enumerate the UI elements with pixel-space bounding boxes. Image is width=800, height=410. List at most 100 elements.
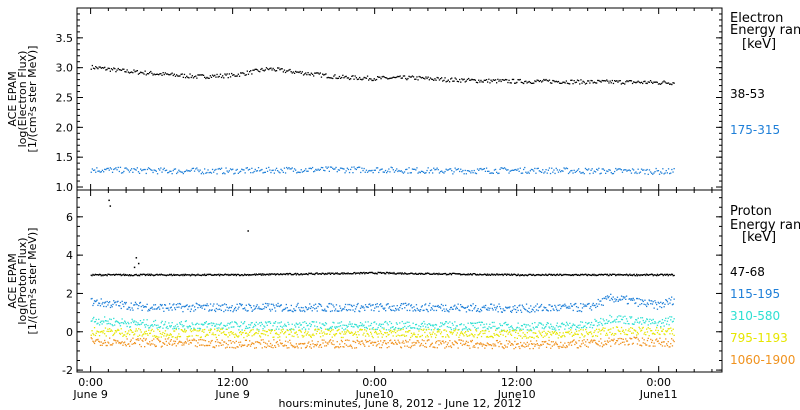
proton-data-point xyxy=(169,274,172,276)
proton-data-point xyxy=(153,304,155,306)
electron-data-point xyxy=(525,171,527,173)
proton-data-point xyxy=(93,334,95,336)
proton-data-point xyxy=(533,337,535,339)
proton-data-point xyxy=(631,316,633,318)
proton-data-point xyxy=(265,273,267,275)
proton-data-point xyxy=(610,274,613,276)
proton-data-point xyxy=(419,328,421,330)
proton-data-point xyxy=(565,331,568,334)
proton-data-point xyxy=(559,273,561,275)
proton-data-point xyxy=(535,326,537,328)
proton-data-point xyxy=(411,272,413,274)
proton-data-point xyxy=(475,330,478,332)
proton-data-point xyxy=(301,274,303,276)
proton-data-point xyxy=(214,334,217,336)
proton-data-point xyxy=(647,274,649,276)
proton-data-point xyxy=(530,343,533,345)
proton-data-point xyxy=(420,272,423,275)
proton-data-point xyxy=(252,326,254,329)
proton-data-point xyxy=(669,346,671,348)
proton-data-point xyxy=(463,324,465,326)
proton-data-point xyxy=(337,346,339,348)
proton-data-point xyxy=(228,327,230,329)
proton-data-point xyxy=(303,335,305,337)
electron-data-point xyxy=(653,81,655,83)
electron-data-point xyxy=(354,168,356,170)
proton-data-point xyxy=(559,304,561,306)
proton-data-point xyxy=(258,341,260,344)
proton-data-point xyxy=(430,273,433,275)
proton-legend-title-line: Energy range xyxy=(730,218,800,233)
proton-data-point xyxy=(655,339,657,341)
proton-data-point xyxy=(446,326,448,328)
proton-data-point xyxy=(246,310,248,312)
proton-data-point xyxy=(163,335,165,337)
electron-legend-title-line: [keV] xyxy=(742,37,776,52)
proton-data-point xyxy=(105,274,107,276)
electron-data-point xyxy=(346,167,348,169)
electron-data-point xyxy=(398,169,400,172)
proton-data-point xyxy=(450,332,452,334)
proton-data-point xyxy=(444,347,446,349)
proton-data-point xyxy=(504,273,506,275)
proton-data-point xyxy=(171,274,173,277)
proton-data-point xyxy=(114,274,117,276)
proton-data-point xyxy=(562,332,564,334)
electron-data-point xyxy=(211,168,214,171)
proton-data-point xyxy=(235,309,237,312)
electron-data-point xyxy=(470,79,472,81)
electron-data-point xyxy=(172,169,174,172)
proton-data-point xyxy=(596,335,599,337)
proton-data-point xyxy=(605,334,607,336)
proton-data-point xyxy=(604,323,606,325)
proton-data-point xyxy=(534,345,536,347)
electron-data-point xyxy=(133,168,135,170)
proton-data-point xyxy=(329,339,332,341)
proton-data-point xyxy=(178,328,180,330)
proton-data-point xyxy=(609,314,611,317)
proton-data-point xyxy=(254,324,257,327)
proton-data-point xyxy=(529,325,531,327)
proton-data-point xyxy=(193,310,195,312)
electron-data-point xyxy=(257,167,260,169)
proton-data-point xyxy=(611,299,614,301)
proton-data-point xyxy=(612,327,614,329)
proton-data-point xyxy=(611,273,614,275)
proton-data-point xyxy=(594,304,596,306)
proton-data-point xyxy=(514,305,516,307)
proton-data-point xyxy=(179,303,182,305)
proton-data-point xyxy=(490,335,492,338)
proton-data-point xyxy=(606,273,609,275)
proton-data-point xyxy=(550,310,552,312)
proton-data-point xyxy=(597,331,599,333)
proton-data-point xyxy=(324,324,326,327)
proton-data-point xyxy=(613,338,615,340)
proton-data-point xyxy=(595,342,597,344)
electron-data-point xyxy=(447,169,449,171)
electron-data-point xyxy=(136,167,138,169)
proton-data-point xyxy=(116,329,118,332)
proton-data-point xyxy=(173,340,175,342)
proton-data-point xyxy=(626,303,629,305)
proton-data-point xyxy=(325,333,328,335)
electron-data-point xyxy=(336,77,338,80)
electron-data-point xyxy=(272,67,274,70)
proton-data-point xyxy=(442,336,444,338)
proton-data-point xyxy=(162,274,164,276)
proton-data-point xyxy=(398,309,400,311)
proton-data-point xyxy=(139,320,142,322)
proton-data-point xyxy=(417,273,419,275)
proton-data-point xyxy=(206,326,208,328)
proton-data-point xyxy=(129,326,132,328)
proton-data-point xyxy=(339,273,342,275)
proton-data-point xyxy=(290,331,292,333)
proton-data-point xyxy=(377,340,379,342)
proton-data-point xyxy=(525,335,527,337)
proton-data-point xyxy=(108,273,110,275)
proton-data-point xyxy=(646,339,649,342)
proton-data-point xyxy=(108,322,110,325)
proton-data-point xyxy=(147,324,149,327)
proton-data-point xyxy=(478,321,480,323)
proton-data-point xyxy=(319,326,322,329)
